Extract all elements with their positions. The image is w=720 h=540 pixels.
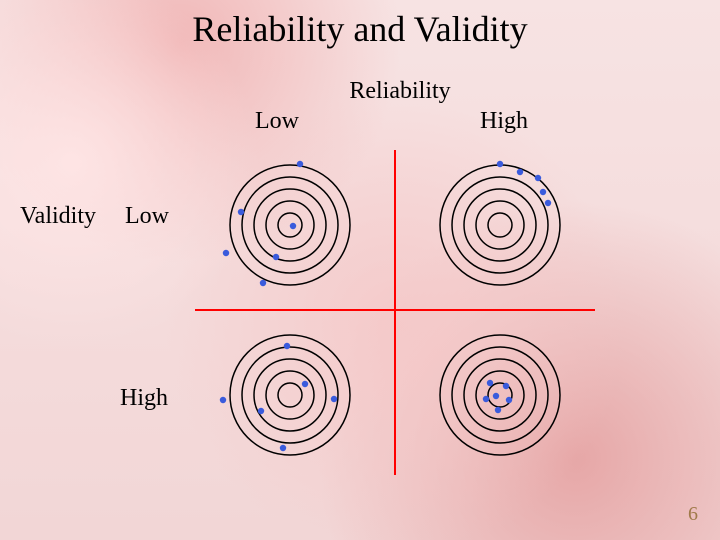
dots-br	[483, 380, 512, 413]
target-tr	[440, 165, 560, 285]
diagram-stage	[0, 0, 720, 540]
page-number: 6	[688, 503, 698, 526]
dots-tl	[223, 161, 303, 286]
target-bl	[230, 335, 350, 455]
target-br	[440, 335, 560, 455]
